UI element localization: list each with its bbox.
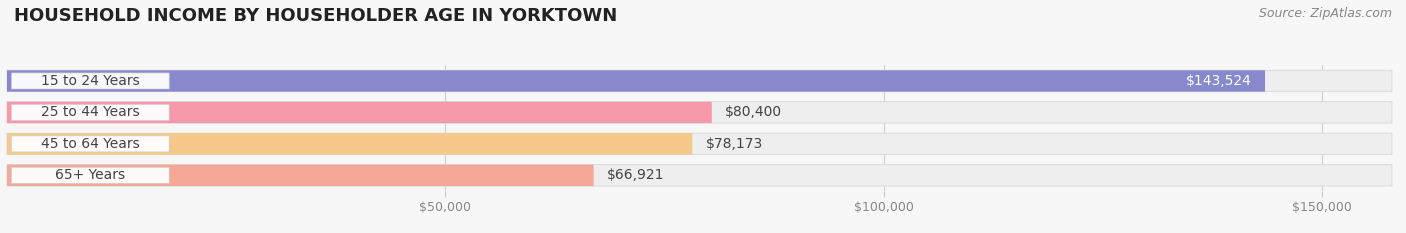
Text: 65+ Years: 65+ Years xyxy=(55,168,125,182)
FancyBboxPatch shape xyxy=(7,133,692,154)
FancyBboxPatch shape xyxy=(11,136,169,152)
FancyBboxPatch shape xyxy=(7,70,1265,92)
FancyBboxPatch shape xyxy=(7,133,1392,154)
Text: $78,173: $78,173 xyxy=(706,137,762,151)
Text: HOUSEHOLD INCOME BY HOUSEHOLDER AGE IN YORKTOWN: HOUSEHOLD INCOME BY HOUSEHOLDER AGE IN Y… xyxy=(14,7,617,25)
FancyBboxPatch shape xyxy=(11,167,169,183)
FancyBboxPatch shape xyxy=(7,70,1392,92)
Text: $143,524: $143,524 xyxy=(1187,74,1251,88)
Text: 15 to 24 Years: 15 to 24 Years xyxy=(41,74,139,88)
Text: Source: ZipAtlas.com: Source: ZipAtlas.com xyxy=(1258,7,1392,20)
Text: $66,921: $66,921 xyxy=(607,168,664,182)
Text: 45 to 64 Years: 45 to 64 Years xyxy=(41,137,139,151)
FancyBboxPatch shape xyxy=(7,102,1392,123)
FancyBboxPatch shape xyxy=(7,165,1392,186)
FancyBboxPatch shape xyxy=(11,73,169,89)
Text: $80,400: $80,400 xyxy=(725,105,782,120)
Text: 25 to 44 Years: 25 to 44 Years xyxy=(41,105,139,120)
FancyBboxPatch shape xyxy=(7,102,711,123)
FancyBboxPatch shape xyxy=(7,165,593,186)
FancyBboxPatch shape xyxy=(11,104,169,120)
